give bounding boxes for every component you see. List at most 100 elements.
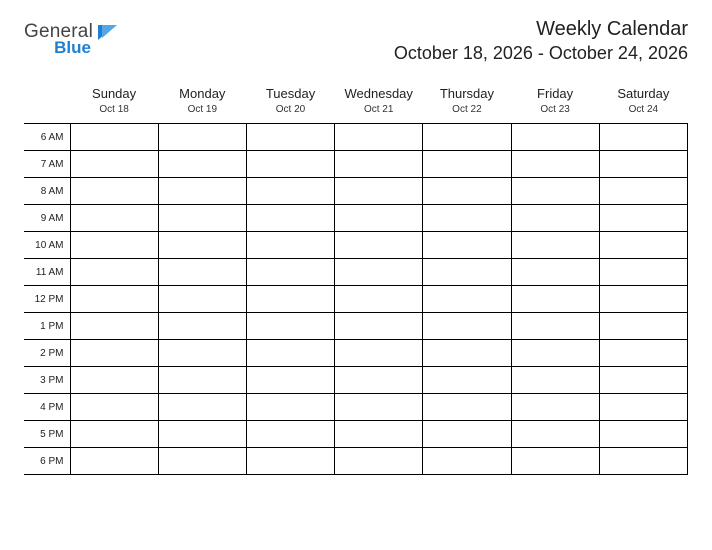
calendar-cell[interactable] xyxy=(423,286,511,313)
calendar-cell[interactable] xyxy=(70,124,158,151)
calendar-cell[interactable] xyxy=(246,448,334,475)
calendar-cell[interactable] xyxy=(246,124,334,151)
calendar-cell[interactable] xyxy=(599,232,687,259)
calendar-cell[interactable] xyxy=(246,232,334,259)
calendar-cell[interactable] xyxy=(423,205,511,232)
calendar-cell[interactable] xyxy=(246,286,334,313)
calendar-cell[interactable] xyxy=(246,205,334,232)
calendar-cell[interactable] xyxy=(423,151,511,178)
calendar-cell[interactable] xyxy=(511,259,599,286)
calendar-cell[interactable] xyxy=(335,124,423,151)
calendar-cell[interactable] xyxy=(511,151,599,178)
calendar-cell[interactable] xyxy=(511,367,599,394)
calendar-cell[interactable] xyxy=(511,286,599,313)
calendar-cell[interactable] xyxy=(70,340,158,367)
calendar-cell[interactable] xyxy=(335,259,423,286)
calendar-cell[interactable] xyxy=(423,421,511,448)
calendar-cell[interactable] xyxy=(70,421,158,448)
calendar-cell[interactable] xyxy=(158,124,246,151)
calendar-cell[interactable] xyxy=(246,178,334,205)
calendar-cell[interactable] xyxy=(423,232,511,259)
calendar-cell[interactable] xyxy=(335,313,423,340)
calendar-cell[interactable] xyxy=(158,232,246,259)
calendar-cell[interactable] xyxy=(599,178,687,205)
calendar-cell[interactable] xyxy=(246,367,334,394)
calendar-cell[interactable] xyxy=(158,313,246,340)
day-date: Oct 22 xyxy=(425,104,509,115)
calendar-cell[interactable] xyxy=(511,340,599,367)
calendar-cell[interactable] xyxy=(511,124,599,151)
time-row: 11 AM xyxy=(24,259,688,286)
calendar-cell[interactable] xyxy=(158,286,246,313)
calendar-cell[interactable] xyxy=(423,394,511,421)
calendar-cell[interactable] xyxy=(158,394,246,421)
calendar-cell[interactable] xyxy=(423,313,511,340)
calendar-cell[interactable] xyxy=(158,448,246,475)
calendar-cell[interactable] xyxy=(70,178,158,205)
calendar-cell[interactable] xyxy=(511,313,599,340)
calendar-cell[interactable] xyxy=(335,394,423,421)
calendar-cell[interactable] xyxy=(335,151,423,178)
calendar-cell[interactable] xyxy=(246,340,334,367)
calendar-cell[interactable] xyxy=(335,286,423,313)
calendar-cell[interactable] xyxy=(511,205,599,232)
calendar-cell[interactable] xyxy=(599,421,687,448)
calendar-cell[interactable] xyxy=(246,259,334,286)
calendar-cell[interactable] xyxy=(158,151,246,178)
calendar-cell[interactable] xyxy=(511,394,599,421)
calendar-cell[interactable] xyxy=(70,232,158,259)
calendar-cell[interactable] xyxy=(511,421,599,448)
calendar-cell[interactable] xyxy=(246,394,334,421)
calendar-cell[interactable] xyxy=(599,205,687,232)
calendar-cell[interactable] xyxy=(599,124,687,151)
calendar-cell[interactable] xyxy=(158,421,246,448)
calendar-cell[interactable] xyxy=(335,205,423,232)
calendar-cell[interactable] xyxy=(511,178,599,205)
day-date: Oct 18 xyxy=(72,104,156,115)
calendar-cell[interactable] xyxy=(599,340,687,367)
calendar-cell[interactable] xyxy=(70,259,158,286)
time-label: 4 PM xyxy=(24,394,70,421)
calendar-cell[interactable] xyxy=(158,205,246,232)
calendar-cell[interactable] xyxy=(246,151,334,178)
calendar-cell[interactable] xyxy=(423,340,511,367)
calendar-cell[interactable] xyxy=(423,448,511,475)
calendar-cell[interactable] xyxy=(335,421,423,448)
calendar-cell[interactable] xyxy=(335,367,423,394)
calendar-cell[interactable] xyxy=(599,367,687,394)
calendar-cell[interactable] xyxy=(599,259,687,286)
calendar-cell[interactable] xyxy=(70,286,158,313)
day-name: Wednesday xyxy=(345,86,413,101)
calendar-cell[interactable] xyxy=(599,286,687,313)
calendar-cell[interactable] xyxy=(423,124,511,151)
calendar-cell[interactable] xyxy=(246,421,334,448)
calendar-cell[interactable] xyxy=(335,232,423,259)
calendar-cell[interactable] xyxy=(511,448,599,475)
time-label: 5 PM xyxy=(24,421,70,448)
time-label: 7 AM xyxy=(24,151,70,178)
calendar-cell[interactable] xyxy=(423,367,511,394)
calendar-cell[interactable] xyxy=(335,448,423,475)
calendar-cell[interactable] xyxy=(599,151,687,178)
calendar-cell[interactable] xyxy=(158,259,246,286)
calendar-cell[interactable] xyxy=(70,205,158,232)
calendar-cell[interactable] xyxy=(158,178,246,205)
calendar-cell[interactable] xyxy=(599,448,687,475)
day-name: Tuesday xyxy=(266,86,315,101)
calendar-cell[interactable] xyxy=(335,178,423,205)
time-row: 12 PM xyxy=(24,286,688,313)
calendar-cell[interactable] xyxy=(423,178,511,205)
calendar-cell[interactable] xyxy=(599,313,687,340)
calendar-cell[interactable] xyxy=(423,259,511,286)
calendar-cell[interactable] xyxy=(70,313,158,340)
calendar-cell[interactable] xyxy=(158,340,246,367)
calendar-cell[interactable] xyxy=(246,313,334,340)
calendar-cell[interactable] xyxy=(511,232,599,259)
calendar-cell[interactable] xyxy=(158,367,246,394)
calendar-cell[interactable] xyxy=(70,448,158,475)
calendar-cell[interactable] xyxy=(335,340,423,367)
calendar-cell[interactable] xyxy=(70,367,158,394)
calendar-cell[interactable] xyxy=(599,394,687,421)
calendar-cell[interactable] xyxy=(70,151,158,178)
calendar-cell[interactable] xyxy=(70,394,158,421)
